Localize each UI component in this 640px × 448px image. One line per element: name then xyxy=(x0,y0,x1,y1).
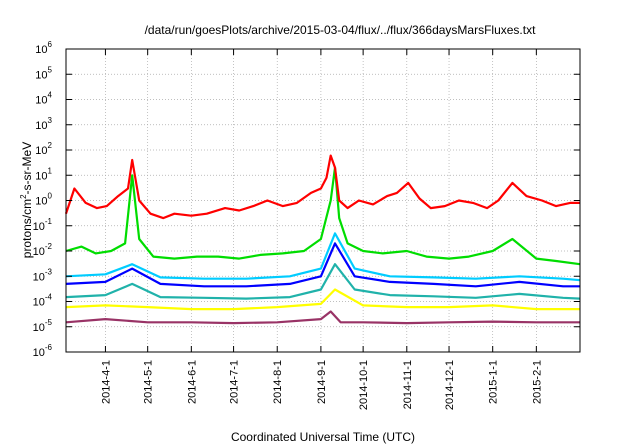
x-tick-label: 2014-7-1 xyxy=(229,360,241,404)
grid-lines xyxy=(66,49,580,352)
series-line xyxy=(65,232,581,282)
x-tick-label: 2014-8-1 xyxy=(272,360,284,404)
y-tick-label: 10-4 xyxy=(33,293,53,309)
x-tick-label: 2014-9-1 xyxy=(316,360,328,404)
chart-title: /data/run/goesPlots/archive/2015-03-04/f… xyxy=(145,23,537,37)
y-axis-label-exponent: 2 xyxy=(19,194,28,199)
x-tick-label: 2014-12-1 xyxy=(444,360,456,410)
y-axis-label-main: protons/cm xyxy=(20,199,34,258)
series-line xyxy=(65,263,581,300)
y-tick-label: 101 xyxy=(35,166,52,182)
y-tick-label: 102 xyxy=(35,141,52,157)
y-tick-label: 10-2 xyxy=(33,242,53,258)
series-line xyxy=(65,310,580,325)
y-axis-label-unit: -s-sr-MeV xyxy=(20,142,34,195)
y-tick-label: 104 xyxy=(35,91,52,107)
x-tick-label: 2014-6-1 xyxy=(186,360,198,404)
data-series xyxy=(64,154,581,325)
x-tick-label: 2015-2-1 xyxy=(531,360,543,404)
x-axis-label: Coordinated Universal Time (UTC) xyxy=(231,430,415,444)
y-tick-label: 103 xyxy=(35,116,52,132)
series-line xyxy=(65,288,580,311)
x-tick-label: 2014-5-1 xyxy=(143,360,155,404)
series-line xyxy=(65,242,580,288)
x-tick-label: 2014-10-1 xyxy=(358,360,370,410)
x-axis-ticks: 2014-4-1 2014-5-1 2014-6-1 2014-7-1 2014-8-1… xyxy=(100,49,543,410)
x-tick-label: 2014-4-1 xyxy=(100,360,112,404)
y-tick-label: 10-6 xyxy=(33,343,53,359)
y-axis-label: protons/cm2-s-sr-MeV xyxy=(19,142,34,258)
y-tick-label: 106 xyxy=(35,40,52,56)
y-tick-label: 10-5 xyxy=(33,318,53,334)
y-tick-label: 10-1 xyxy=(33,217,53,233)
y-tick-label: 105 xyxy=(35,65,52,81)
series-line xyxy=(64,154,580,220)
x-tick-label: 2015-1-1 xyxy=(488,360,500,404)
y-tick-label: 100 xyxy=(35,192,52,208)
y-axis-ticks: 10-6 10-5 10-4 10-3 10-2 10-1 100 101 102 103 104 1… xyxy=(33,40,580,359)
y-tick-label: 10-3 xyxy=(33,267,53,283)
series-line xyxy=(65,166,581,266)
x-tick-label: 2014-11-1 xyxy=(402,360,414,409)
